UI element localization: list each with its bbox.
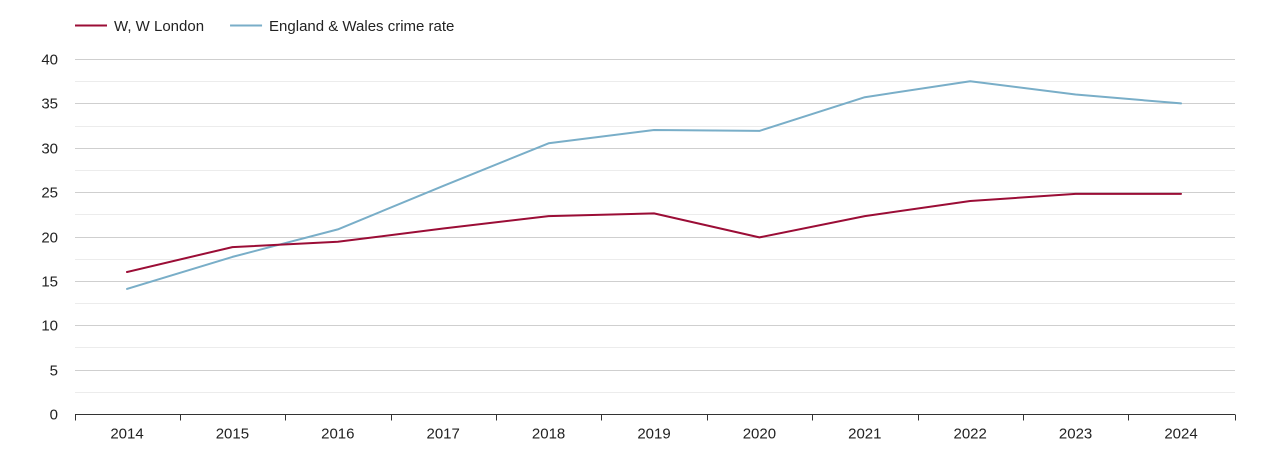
- series-line-1: [126, 80, 1182, 290]
- legend-label-1: England & Wales crime rate: [269, 18, 454, 35]
- x-tick-label: 2022: [954, 426, 987, 443]
- x-tick-label: 2024: [1164, 426, 1197, 443]
- chart-gridlines: [75, 59, 1235, 393]
- x-tick-label: 2015: [216, 426, 249, 443]
- x-tick-label: 2016: [321, 426, 354, 443]
- x-tick-label: 2023: [1059, 426, 1092, 443]
- chart-legend: W, W London England & Wales crime rate: [75, 18, 454, 35]
- y-tick-label: 30: [41, 141, 58, 158]
- x-tick-label: 2019: [637, 426, 670, 443]
- chart-series: [126, 80, 1182, 290]
- legend-label-0: W, W London: [114, 18, 204, 35]
- y-tick-label: 5: [50, 363, 58, 380]
- x-tick-label: 2017: [427, 426, 460, 443]
- series-line-0: [126, 192, 1182, 273]
- x-axis: 2014 2015 2016 2017 2018 2019 2020 2021 2022 2023…: [75, 414, 1236, 443]
- x-tick-label: 2018: [532, 426, 565, 443]
- y-tick-label: 15: [41, 274, 58, 291]
- y-axis: 0 5 10 15 20 25 30 35 40: [41, 52, 58, 424]
- y-tick-label: 40: [41, 52, 58, 69]
- y-tick-label: 20: [41, 230, 58, 247]
- x-tick-label: 2021: [848, 426, 881, 443]
- x-tick-label: 2014: [110, 426, 143, 443]
- x-tick-label: 2020: [743, 426, 776, 443]
- y-tick-label: 25: [41, 185, 58, 202]
- y-tick-label: 35: [41, 96, 58, 113]
- y-tick-label: 10: [41, 318, 58, 335]
- y-tick-label: 0: [50, 407, 58, 424]
